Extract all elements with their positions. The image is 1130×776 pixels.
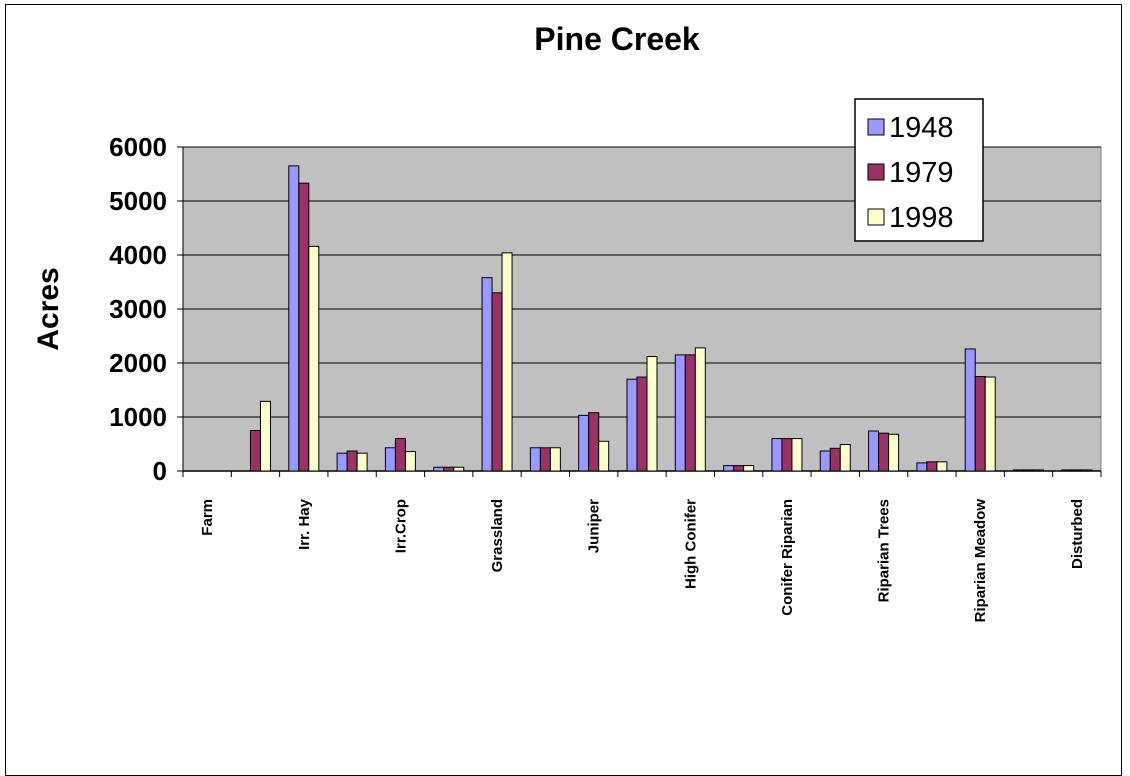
bar-1979: [1023, 469, 1035, 472]
bar-1948: [578, 414, 590, 472]
x-tick-label: High Conifer: [682, 499, 699, 589]
bar-1948: [916, 462, 928, 472]
legend-swatch-1948: [867, 118, 885, 136]
bar-1948: [336, 452, 348, 472]
bar-1948: [1013, 469, 1025, 472]
bar-1998: [839, 444, 851, 472]
legend-label-1979: 1979: [889, 157, 954, 189]
legend-label-1948: 1948: [889, 112, 954, 144]
bar-1948: [674, 354, 686, 472]
bar-1948: [771, 438, 783, 472]
bar-1979: [974, 376, 986, 472]
bar-1998: [259, 400, 271, 472]
bar-1998: [936, 461, 948, 472]
bar-1998: [743, 465, 755, 472]
bar-1998: [598, 440, 610, 472]
y-tick-label: 5000: [109, 186, 167, 216]
bar-1979: [829, 447, 841, 472]
bar-1998: [549, 447, 561, 472]
bar-1979: [636, 376, 648, 472]
bar-1979: [491, 292, 503, 472]
bar-1948: [433, 466, 445, 472]
bar-1979: [781, 438, 793, 472]
bar-1948: [723, 465, 735, 472]
bar-1979: [1071, 469, 1083, 472]
bar-1979: [346, 450, 358, 472]
y-tick-label: 0: [153, 456, 167, 486]
bar-1948: [481, 277, 493, 472]
bar-1998: [984, 376, 996, 472]
y-tick-label: 4000: [109, 240, 167, 270]
bar-1979: [926, 461, 938, 472]
chart-frame: Pine Creek 0 1000 2000 3000 4000 5000 6000 Acres…: [5, 4, 1122, 776]
x-tick-label: Conifer Riparian: [779, 499, 796, 616]
y-tick-label: 2000: [109, 348, 167, 378]
x-tick-label: Irr.Crop: [392, 499, 409, 553]
y-axis-label: Acres: [32, 267, 65, 350]
bar-1998: [356, 452, 368, 472]
bar-1998: [404, 451, 416, 472]
bar-1979: [443, 466, 455, 472]
x-tick-label: Riparian Trees: [876, 499, 893, 602]
bar-1979: [394, 438, 406, 472]
bar-1998: [1033, 469, 1045, 472]
bar-1998: [646, 356, 658, 472]
bar-1998: [791, 438, 803, 472]
bar-1998: [694, 347, 706, 472]
bar-1948: [384, 447, 396, 472]
x-tick-label: Irr. Hay: [296, 498, 313, 550]
x-tick-label: Farm: [199, 499, 216, 536]
legend-swatch-1979: [867, 163, 885, 181]
bar-1979: [684, 354, 696, 472]
x-tick-label: Disturbed: [1069, 499, 1086, 569]
bar-1998: [308, 245, 320, 472]
bar-1998: [888, 433, 900, 472]
bar-1998: [453, 466, 465, 472]
bar-1948: [819, 450, 831, 472]
bar-1979: [298, 182, 310, 472]
bar-1998: [1081, 469, 1093, 472]
x-tick-label: Juniper: [586, 499, 603, 553]
x-tick-label: Grassland: [489, 499, 506, 572]
bar-1998: [501, 252, 513, 472]
y-tick-label: 6000: [109, 132, 167, 162]
bar-1979: [588, 412, 600, 472]
bar-1979: [733, 465, 745, 472]
chart-svg: Pine Creek 0 1000 2000 3000 4000 5000 6000 Acres…: [32, 21, 1102, 623]
bar-1979: [249, 430, 261, 472]
bar-1979: [878, 432, 890, 472]
bar-1979: [539, 447, 551, 472]
chart-title: Pine Creek: [534, 21, 700, 57]
bar-1948: [1061, 469, 1073, 472]
bar-1948: [288, 165, 300, 472]
legend-label-1998: 1998: [889, 202, 954, 234]
legend-swatch-1998: [867, 208, 885, 226]
bar-1948: [626, 378, 638, 472]
y-tick-label: 1000: [109, 402, 167, 432]
y-tick-label: 3000: [109, 294, 167, 324]
bar-1948: [964, 348, 976, 472]
x-tick-label: Riparian Meadow: [972, 499, 989, 623]
bar-1948: [868, 430, 880, 472]
bar-1948: [529, 447, 541, 472]
